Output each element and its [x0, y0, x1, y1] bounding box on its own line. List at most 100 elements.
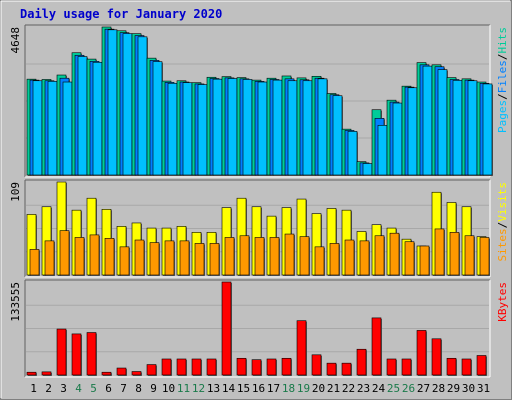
bar-pages-day-28: [437, 69, 448, 176]
bar-kbytes-day-22: [341, 362, 352, 376]
bar-pages-day-12: [197, 84, 208, 176]
day-label-1: 1: [30, 382, 37, 395]
bar-sites-day-21: [329, 243, 340, 276]
day-label-29: 29: [447, 382, 460, 395]
bar-pages-day-29: [452, 80, 463, 176]
bar-pages-day-20: [317, 78, 328, 176]
bar-sites-day-17: [269, 237, 280, 276]
bar-kbytes-day-25: [386, 358, 397, 376]
bar-sites-day-11: [179, 240, 190, 276]
day-label-17: 17: [267, 382, 280, 395]
bar-sites-day-20: [314, 246, 325, 276]
legend-entry: KBytes: [496, 282, 509, 322]
bar-kbytes-day-3: [56, 328, 67, 376]
bar-sites-day-13: [209, 243, 220, 276]
bar-kbytes-day-19: [296, 320, 307, 376]
day-label-30: 30: [462, 382, 475, 395]
bar-pages-day-30: [467, 80, 478, 176]
day-label-15: 15: [237, 382, 250, 395]
bar-sites-day-26: [404, 241, 415, 276]
day-label-13: 13: [207, 382, 220, 395]
bar-kbytes-day-24: [371, 317, 382, 376]
day-label-2: 2: [45, 382, 52, 395]
bar-kbytes-day-28: [431, 338, 442, 376]
legend-hits-files-pages: Pages/Files/Hits: [496, 27, 509, 133]
bar-sites-day-6: [104, 238, 115, 276]
day-label-8: 8: [135, 382, 142, 395]
bar-kbytes-day-7: [116, 367, 127, 376]
bar-kbytes-day-30: [461, 358, 472, 376]
bar-sites-day-27: [419, 245, 430, 276]
bar-pages-day-24: [377, 125, 388, 176]
day-labels: 1 2 3 4 5 6 7 8 9 10 11 12 13 14 15 16 17 18 19 20 21 22 23 24 2…: [30, 382, 490, 395]
bar-pages-day-18: [287, 80, 298, 176]
legend-entry: /: [496, 54, 509, 61]
bar-pages-day-21: [332, 95, 343, 176]
day-label-11: 11: [177, 382, 190, 395]
bar-sites-day-9: [149, 242, 160, 276]
day-label-5: 5: [90, 382, 97, 395]
bar-sites-day-22: [344, 239, 355, 276]
day-label-9: 9: [150, 382, 157, 395]
bar-pages-day-1: [32, 80, 43, 176]
day-label-7: 7: [120, 382, 127, 395]
bar-kbytes-day-11: [176, 358, 187, 376]
day-label-24: 24: [372, 382, 386, 395]
bar-sites-day-5: [89, 234, 100, 276]
bar-kbytes-day-21: [326, 362, 337, 376]
day-label-12: 12: [192, 382, 205, 395]
day-label-20: 20: [312, 382, 325, 395]
bar-pages-day-19: [302, 80, 313, 176]
bar-sites-day-7: [119, 246, 130, 276]
bar-kbytes-day-15: [236, 357, 247, 376]
bar-sites-day-16: [254, 237, 265, 276]
bar-kbytes-day-18: [281, 357, 292, 376]
bar-pages-day-25: [392, 102, 403, 176]
y-max-label: 109: [9, 182, 22, 202]
bar-pages-day-10: [167, 82, 178, 176]
bar-kbytes-day-14: [221, 281, 232, 376]
bar-pages-day-6: [107, 29, 118, 176]
bar-pages-day-14: [227, 78, 238, 176]
bar-pages-day-2: [47, 81, 58, 176]
panel-visits-sites: 109 Sites/Visits: [9, 179, 509, 278]
bar-sites-day-23: [359, 240, 370, 276]
chart-title: Daily usage for January 2020: [20, 7, 222, 21]
bar-sites-day-8: [134, 239, 145, 276]
bar-pages-day-5: [92, 61, 103, 176]
legend-kbytes: KBytes: [496, 282, 509, 322]
day-label-10: 10: [162, 382, 175, 395]
bar-sites-day-14: [224, 237, 235, 276]
bar-kbytes-day-31: [476, 355, 487, 376]
legend-visits-sites: Sites/Visits: [496, 182, 509, 262]
day-label-25: 25: [387, 382, 400, 395]
bar-kbytes-day-26: [401, 358, 412, 376]
bar-sites-day-28: [434, 228, 445, 276]
day-label-27: 27: [417, 382, 430, 395]
bar-sites-day-24: [374, 235, 385, 276]
legend-entry: Files: [496, 60, 509, 93]
day-label-3: 3: [60, 382, 67, 395]
bar-sites-day-25: [389, 232, 400, 276]
bar-pages-day-17: [272, 79, 283, 176]
bar-kbytes-day-12: [191, 358, 202, 376]
bar-sites-day-18: [284, 233, 295, 276]
bar-sites-day-12: [194, 243, 205, 276]
bar-pages-day-13: [212, 78, 223, 176]
day-label-4: 4: [75, 382, 82, 395]
bar-kbytes-day-16: [251, 359, 262, 376]
bar-sites-day-3: [59, 230, 70, 276]
day-label-21: 21: [327, 382, 340, 395]
day-label-28: 28: [432, 382, 445, 395]
legend-entry: Hits: [496, 27, 509, 54]
bar-sites-day-15: [239, 235, 250, 276]
bar-kbytes-day-13: [206, 358, 217, 376]
bar-pages-day-4: [77, 56, 88, 176]
bar-sites-day-10: [164, 240, 175, 276]
bar-sites-day-31: [479, 237, 490, 276]
bar-pages-day-11: [182, 82, 193, 176]
bar-sites-day-30: [464, 235, 475, 276]
bar-pages-day-23: [362, 163, 373, 176]
